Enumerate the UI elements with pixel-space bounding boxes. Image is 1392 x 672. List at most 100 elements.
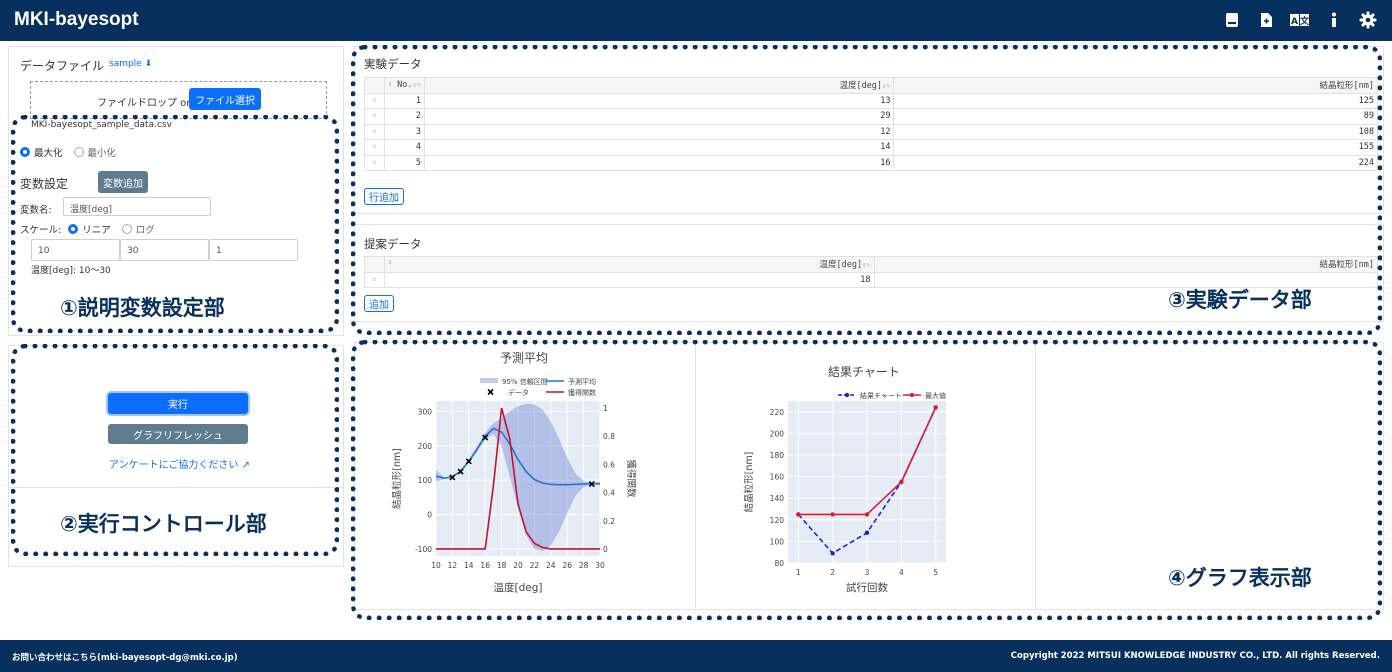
minimize-label: 最小化: [87, 148, 117, 159]
table-cell[interactable]: 18: [383, 271, 875, 288]
minimize-radio[interactable]: [73, 147, 84, 157]
proposal-data-panel: 提案データ ⇕ 温度[deg]⇕✎ 結晶粒形[nm] × 18 追加: [354, 224, 1384, 322]
add-row-button[interactable]: 行追加: [364, 188, 404, 205]
gear-icon[interactable]: [1358, 10, 1378, 30]
column-header-no[interactable]: ⇕ No.⇕✎: [383, 77, 425, 94]
y2-tick-label: 0.6: [603, 460, 615, 469]
proposal-data-title: 提案データ: [364, 237, 422, 251]
file-select-button[interactable]: ファイル選択: [189, 88, 261, 110]
table-cell[interactable]: 13: [423, 92, 895, 109]
y-tick-label: 200: [770, 429, 785, 438]
chart-title: 結果チャート: [828, 365, 900, 379]
svg-text:文: 文: [1299, 15, 1310, 27]
run-button[interactable]: 実行: [108, 393, 248, 414]
data-point: [449, 474, 456, 481]
y2-axis-label: 獲得関数: [625, 459, 637, 498]
book-icon[interactable]: [1222, 10, 1242, 30]
y-tick-label: 0: [427, 511, 432, 520]
y-tick-label: 160: [770, 473, 785, 482]
variable-name-input[interactable]: 温度[deg]: [63, 197, 211, 216]
sample-download-link[interactable]: sample ⬇: [109, 59, 152, 69]
file-icon[interactable]: [1256, 10, 1276, 30]
legend-label: 予測平均: [568, 377, 596, 386]
column-header-grain-size[interactable]: 結晶粒形[nm]: [893, 77, 1378, 94]
table-cell[interactable]: 89: [893, 108, 1378, 125]
delete-row-icon[interactable]: ×: [364, 139, 385, 156]
contact-link[interactable]: お問い合わせはこちら(mki-bayesopt-dg@mki.co.jp): [12, 653, 238, 663]
variable-name-label: 変数名:: [20, 205, 52, 216]
max-point: [933, 405, 938, 410]
legend-swatch: [480, 378, 498, 383]
x-tick-label: 28: [579, 561, 589, 570]
experiment-table: ⇕ No.⇕✎ 温度[deg]⇕✎ 結晶粒形[nm] × 1 13 125 × 2 29 89 ×…: [364, 77, 1378, 171]
table-cell[interactable]: 1: [383, 92, 425, 109]
table-cell[interactable]: 16: [423, 154, 895, 171]
scale-linear-label: リニア: [82, 225, 111, 236]
scale-linear-radio[interactable]: [68, 224, 79, 234]
table-cell[interactable]: 2: [383, 108, 425, 125]
table-cell[interactable]: 4: [383, 139, 425, 156]
range-max-input[interactable]: 30: [120, 239, 209, 261]
file-drop-zone[interactable]: ファイルドロップ or ファイル選択: [30, 81, 327, 119]
callout-execution-control: ②実行コントロール部: [60, 512, 267, 536]
y-tick-label: 140: [770, 494, 785, 503]
y2-tick-label: 0.4: [603, 489, 615, 498]
delete-row-icon[interactable]: ×: [364, 108, 385, 125]
scale-selector: スケール: リニア ログ: [20, 222, 155, 236]
column-header-temperature[interactable]: 温度[deg]⇕✎: [423, 77, 895, 94]
svg-text:A: A: [1291, 17, 1298, 27]
range-step-input[interactable]: 1: [209, 239, 298, 261]
table-cell[interactable]: 5: [383, 154, 425, 171]
table-cell[interactable]: 155: [893, 139, 1378, 156]
survey-link[interactable]: アンケートにご協力ください ↗: [109, 456, 250, 471]
x-tick-label: 12: [448, 561, 458, 570]
add-variable-button[interactable]: 変数追加: [98, 171, 148, 193]
y-tick-label: 100: [770, 537, 785, 546]
result-chart[interactable]: 結果チャート 1 2 3 4 5 80 100 120 140 160 180 200 220 試行回数 結晶…: [696, 343, 1034, 609]
table-cell[interactable]: 108: [893, 123, 1378, 140]
column-header-label: 温度[deg]: [819, 260, 863, 271]
y-tick-label: 180: [770, 451, 785, 460]
scale-log-label: ログ: [135, 225, 155, 236]
table-row: × 1 13 125: [364, 92, 1378, 109]
data-file-label: データファイル: [20, 59, 105, 73]
download-icon: ⬇: [144, 59, 153, 69]
x-tick-label: 22: [530, 561, 540, 570]
info-icon[interactable]: [1324, 10, 1344, 30]
x-tick-label: 24: [546, 561, 556, 570]
table-row: × 5 16 224: [364, 154, 1378, 171]
experiment-data-title: 実験データ: [364, 57, 422, 71]
x-tick-label: 10: [431, 561, 441, 570]
legend-marker: [909, 392, 915, 398]
table-cell[interactable]: 125: [893, 92, 1378, 109]
divider: [695, 343, 696, 609]
edit-icon: ⇕✎: [412, 81, 421, 90]
delete-row-icon[interactable]: ×: [364, 123, 385, 140]
delete-row-icon[interactable]: ×: [364, 271, 385, 288]
range-min-input[interactable]: 10: [31, 239, 120, 261]
table-cell[interactable]: 224: [893, 154, 1378, 171]
column-header-label: 結晶粒形[nm]: [1319, 260, 1374, 271]
table-cell[interactable]: 14: [423, 139, 895, 156]
range-summary: 温度[deg]: 10〜30: [31, 266, 111, 276]
data-point: [465, 458, 472, 465]
column-header-temperature[interactable]: ⇕ 温度[deg]⇕✎: [383, 256, 875, 273]
table-row: × 4 14 155: [364, 139, 1378, 156]
maximize-radio[interactable]: [20, 147, 30, 157]
y-tick-label: 300: [418, 407, 433, 416]
x-tick-label: 20: [513, 561, 523, 570]
column-header-grain-size[interactable]: 結晶粒形[nm]: [873, 256, 1378, 273]
delete-row-icon[interactable]: ×: [364, 92, 385, 109]
graph-refresh-button[interactable]: グラフリフレッシュ: [108, 424, 248, 444]
add-proposal-button[interactable]: 追加: [364, 295, 394, 312]
table-cell[interactable]: 12: [423, 123, 895, 140]
legend-swatch: [487, 388, 494, 396]
scale-log-radio[interactable]: [121, 224, 132, 234]
table-cell[interactable]: 3: [383, 123, 425, 140]
file-name: MKI-bayesopt_sample_data.csv: [31, 120, 172, 130]
table-cell[interactable]: 29: [423, 108, 895, 125]
divider: [1035, 343, 1036, 609]
delete-row-icon[interactable]: ×: [364, 154, 385, 171]
